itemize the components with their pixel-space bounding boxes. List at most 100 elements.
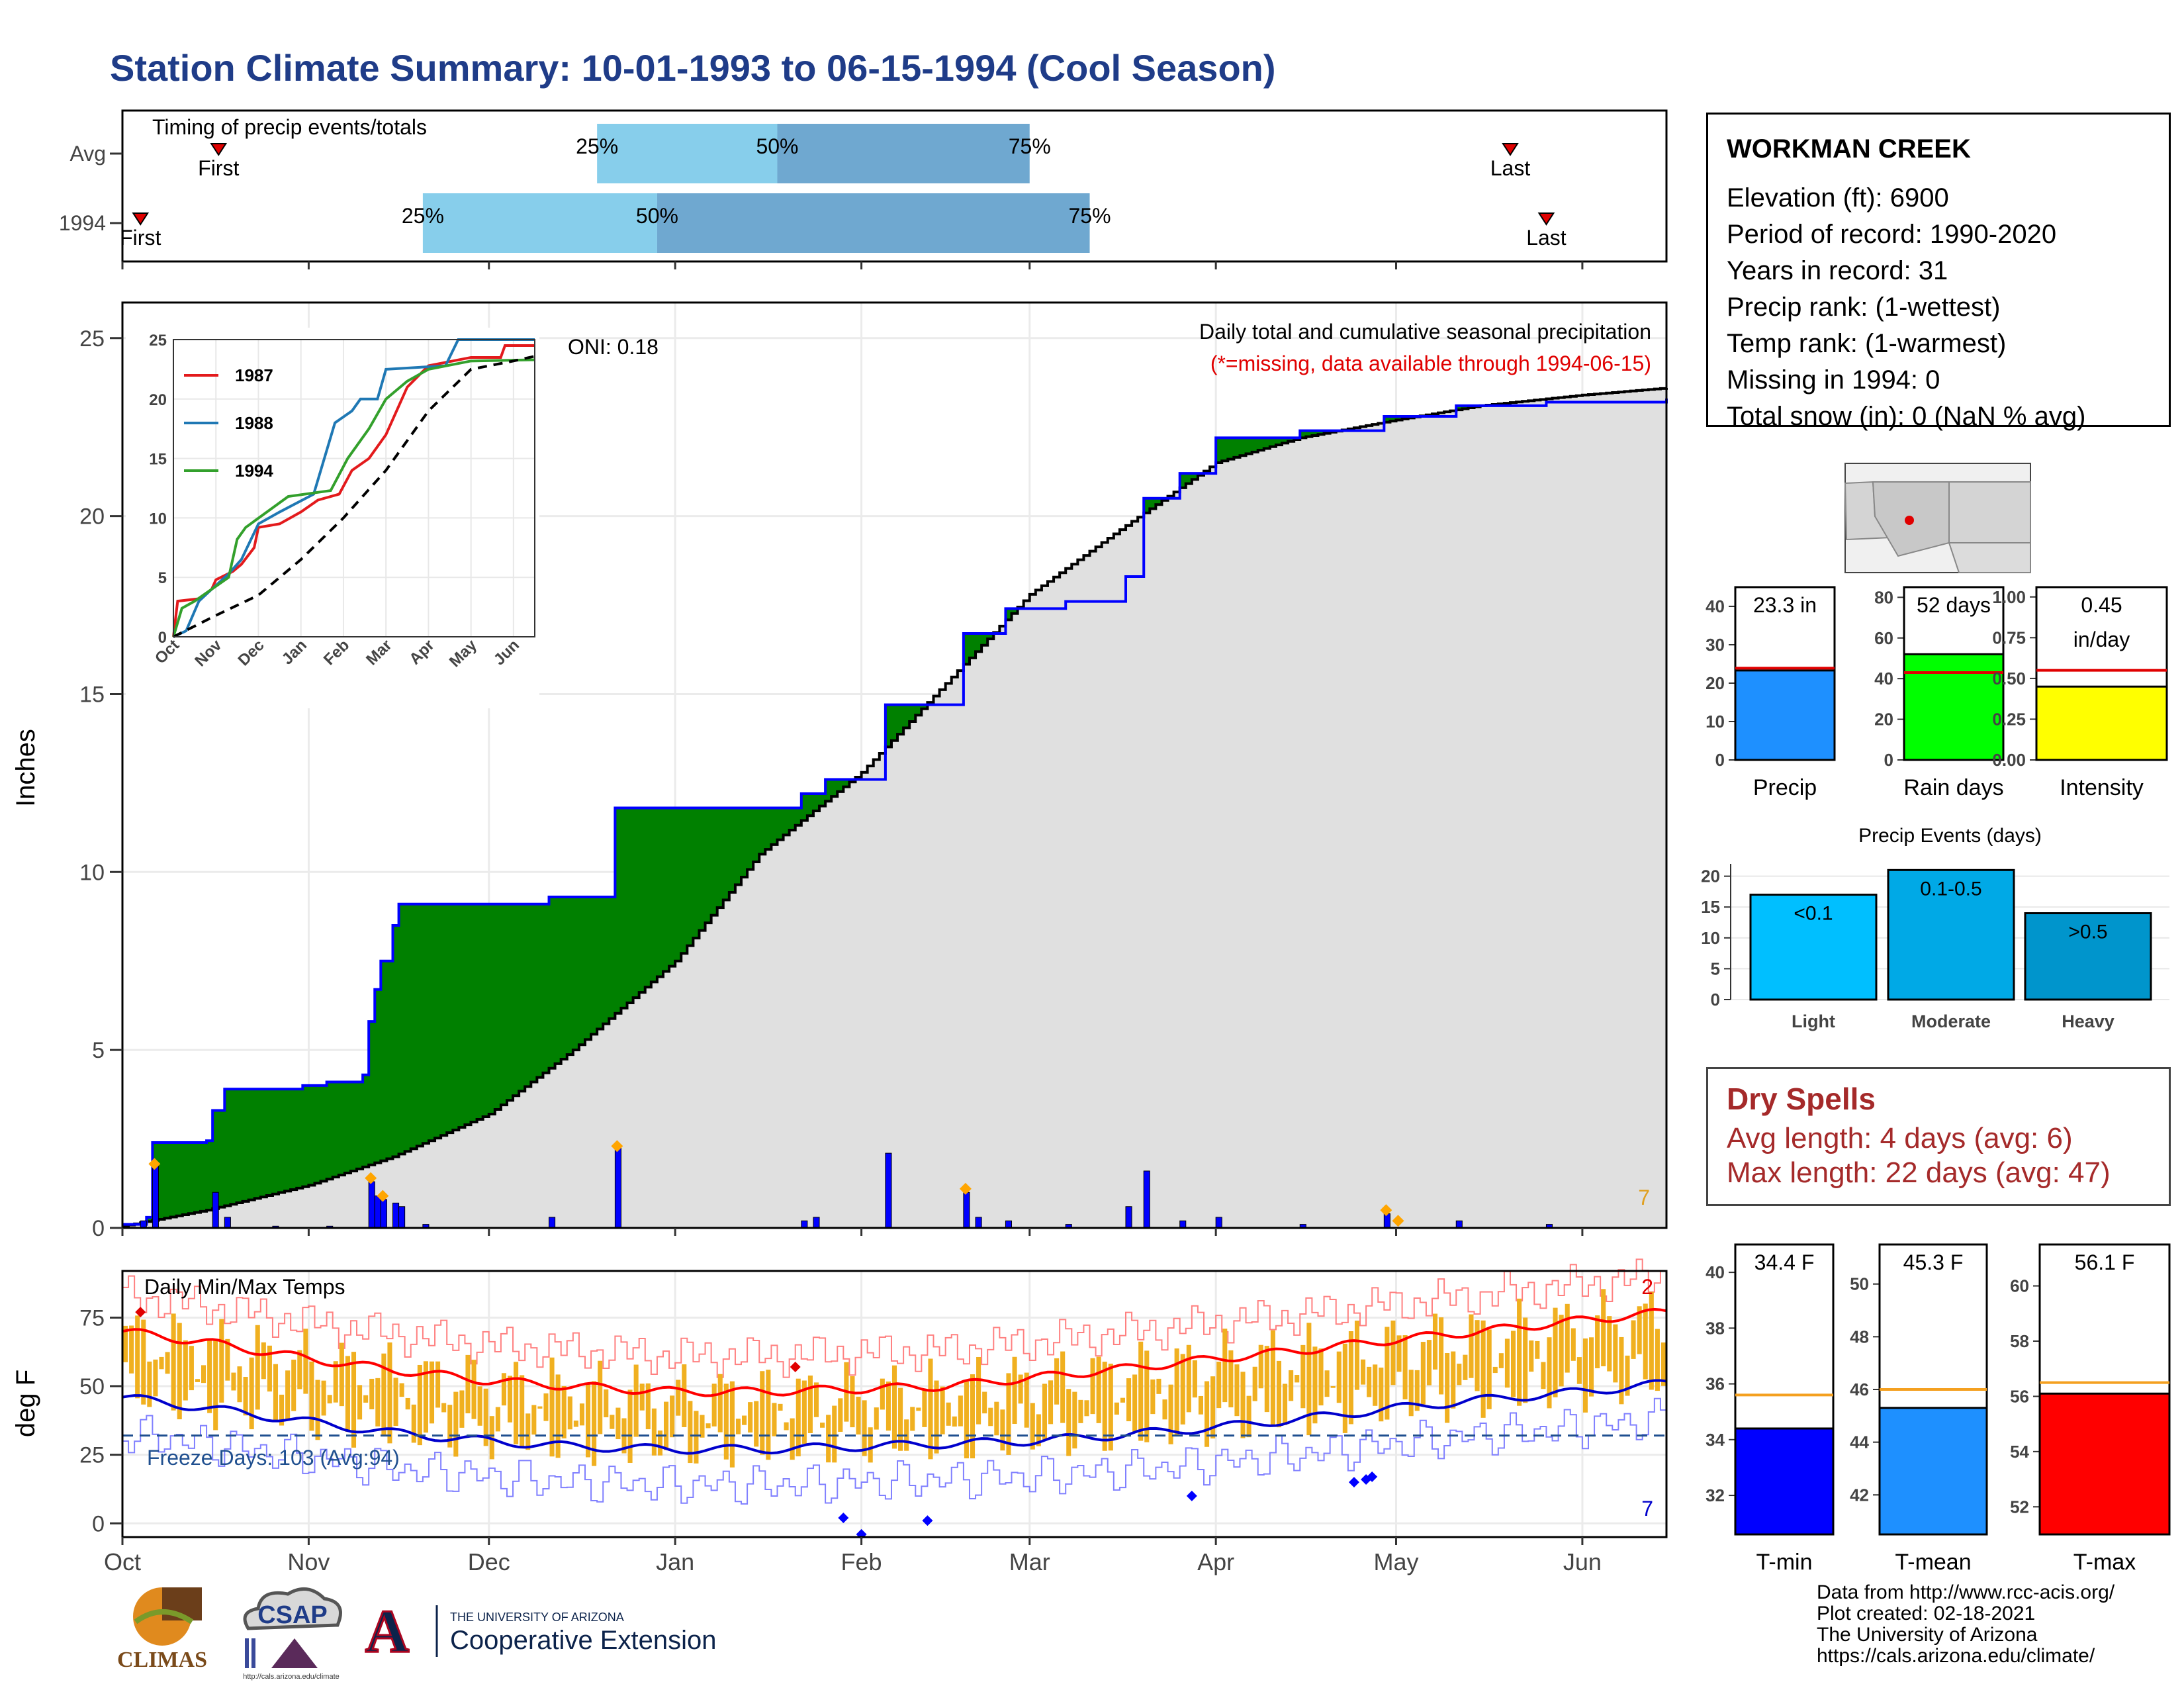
- temp-bar: [453, 1391, 459, 1457]
- y-tick-label: 42: [1850, 1485, 1869, 1505]
- temp-bar: [1144, 1350, 1150, 1442]
- temp-bar: [700, 1415, 705, 1438]
- above-avg-fill: [1384, 416, 1391, 422]
- y-tick-label: 48: [1850, 1327, 1869, 1346]
- above-avg-fill: [675, 808, 682, 961]
- temp-bar: [1451, 1351, 1456, 1409]
- temp-bar: [249, 1357, 254, 1430]
- temp-bar: [1048, 1380, 1054, 1425]
- temp-bar: [1114, 1402, 1119, 1415]
- timing-last-marker: [1502, 143, 1519, 156]
- temp-bar: [711, 1383, 717, 1427]
- above-avg-fill: [976, 633, 982, 652]
- temp-bar: [465, 1354, 471, 1414]
- above-avg-fill: [741, 808, 748, 877]
- temp-bar: [507, 1376, 513, 1423]
- daily-precip-marker: [1392, 1215, 1404, 1227]
- temp-bar: [1012, 1356, 1017, 1425]
- temp-bar: [267, 1345, 272, 1392]
- temp-bar: [832, 1405, 837, 1463]
- temp-bar: [880, 1378, 885, 1410]
- temp-bar: [982, 1391, 987, 1414]
- metric-category-label: Rain days: [1903, 775, 2003, 800]
- temp-bar: [1102, 1362, 1107, 1451]
- above-avg-fill: [1150, 498, 1156, 509]
- temp-bar: [189, 1346, 194, 1391]
- temp-bar: [1066, 1389, 1071, 1456]
- above-avg-fill: [344, 1082, 351, 1174]
- above-avg-fill: [717, 808, 724, 908]
- temp-bar: [1655, 1329, 1660, 1391]
- above-avg-fill: [705, 808, 712, 923]
- record-min-marker: [1348, 1477, 1359, 1488]
- temp-bar: [213, 1340, 218, 1430]
- daily-precip-bar: [1455, 1220, 1463, 1229]
- daily-precip-marker: [611, 1140, 623, 1152]
- above-avg-fill: [428, 904, 435, 1141]
- above-avg-fill: [885, 704, 892, 747]
- y-tick-label: 40: [1706, 596, 1725, 616]
- temp-bar: [1535, 1340, 1540, 1359]
- temp-bar: [1475, 1320, 1480, 1391]
- credits: Data from http://www.rcc-acis.org/ Plot …: [1817, 1582, 2115, 1667]
- temp-bar: [1529, 1340, 1534, 1372]
- y-axis-label: Inches: [11, 729, 40, 807]
- y-tick-label: 50: [79, 1374, 105, 1399]
- daily-precip-bar: [140, 1220, 147, 1229]
- csap-url: http://cals.arizona.edu/climate: [243, 1673, 340, 1681]
- temp-bar: [243, 1376, 248, 1416]
- temp-bar: [592, 1381, 597, 1466]
- record-min-marker: [1367, 1471, 1378, 1482]
- above-avg-fill: [663, 808, 670, 972]
- temp-bar: [1595, 1315, 1600, 1368]
- daily-precip-bar: [1143, 1170, 1150, 1229]
- record-max-marker: [135, 1307, 146, 1318]
- freeze-days-label: Freeze Days: 103 (Avg:94): [147, 1446, 400, 1470]
- above-avg-fill: [513, 904, 520, 1096]
- temp-bar: [291, 1359, 296, 1411]
- temp-bar: [363, 1395, 369, 1403]
- temp-bar: [1289, 1370, 1294, 1401]
- station-info-line: Precip rank: (1-wettest): [1727, 293, 2001, 322]
- temp-bar: [207, 1339, 212, 1413]
- above-avg-fill: [543, 904, 550, 1073]
- inset-legend-label: 1988: [235, 413, 273, 433]
- above-avg-fill: [657, 808, 664, 977]
- timing-last-label: Last: [1526, 226, 1567, 250]
- above-avg-fill: [236, 1089, 244, 1203]
- metric-bar: [1734, 669, 1836, 761]
- temp-bar: [598, 1360, 603, 1434]
- above-avg-fill: [1396, 416, 1403, 420]
- dry-spells-line: Avg length: 4 days (avg: 6): [1727, 1122, 2073, 1154]
- daily-precip-bar: [380, 1199, 387, 1229]
- above-avg-fill: [194, 1142, 201, 1213]
- daily-precip-bar: [368, 1181, 375, 1229]
- temp-bar: [525, 1413, 531, 1450]
- avg-cumulative-area: [122, 388, 1666, 1228]
- credit-line: Data from http://www.rcc-acis.org/: [1817, 1581, 2115, 1603]
- dry-spells-line: Max length: 22 days (avg: 47): [1727, 1156, 2111, 1189]
- ua-small-text: THE UNIVERSITY OF ARIZONA: [450, 1611, 624, 1624]
- temp-bar: [381, 1353, 387, 1435]
- temp-bar: [1637, 1306, 1642, 1354]
- y-tick-label: 52: [2010, 1497, 2029, 1517]
- y-tick-label: 54: [2010, 1442, 2029, 1462]
- above-avg-fill: [645, 808, 652, 988]
- inset-series-1987: [172, 344, 535, 637]
- temp-bar: [1480, 1320, 1486, 1418]
- above-avg-fill: [471, 904, 478, 1123]
- above-avg-fill: [375, 989, 381, 1163]
- daily-precip-bar: [549, 1217, 556, 1229]
- inset-y-label: 20: [149, 391, 167, 409]
- above-avg-fill: [272, 1089, 279, 1194]
- temp-bar: [483, 1388, 488, 1446]
- temp-bar: [928, 1358, 933, 1460]
- temp-bar: [651, 1408, 657, 1456]
- temp-bar: [1150, 1379, 1156, 1415]
- y-tick-label: 25: [79, 326, 105, 352]
- above-avg-fill: [488, 904, 496, 1114]
- above-avg-fill: [843, 779, 850, 787]
- metric-category-label: T-mean: [1895, 1550, 1971, 1575]
- above-avg-fill: [555, 896, 562, 1064]
